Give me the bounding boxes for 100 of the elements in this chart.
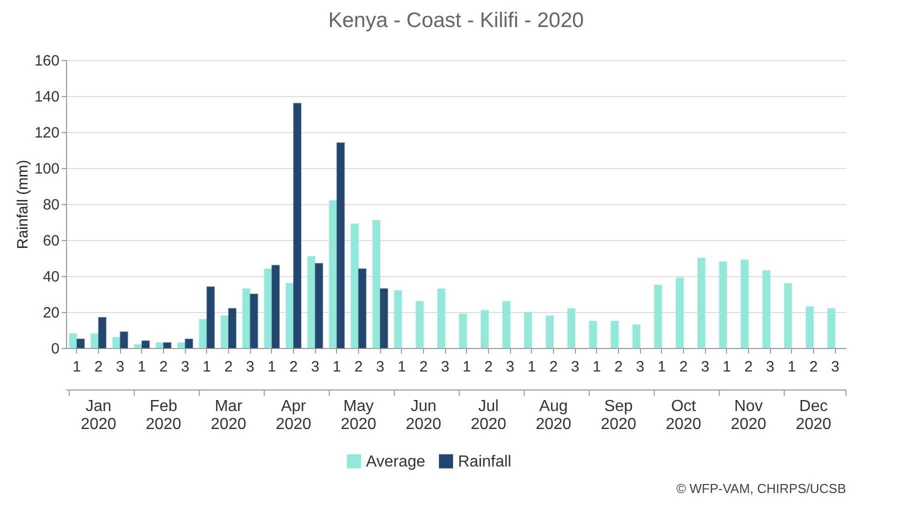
bar	[502, 300, 511, 348]
bar	[177, 342, 186, 348]
x-tick-label: 1	[72, 358, 82, 376]
bar	[336, 142, 345, 348]
x-tick-label: 3	[766, 358, 774, 376]
bar	[762, 270, 771, 348]
bar	[112, 336, 121, 348]
x-tick-label: 2	[679, 358, 688, 376]
text: Aug 2020	[536, 398, 572, 433]
bar	[480, 310, 489, 348]
x-tick-label: 2	[419, 358, 428, 376]
x-tick-label: 1	[788, 358, 796, 376]
text: Nov 2020	[730, 398, 766, 433]
x-tick-label: 2	[744, 358, 753, 376]
y-tick-label: 100	[34, 160, 60, 178]
x-tick-label: 1	[268, 358, 276, 376]
bar	[372, 220, 381, 348]
bar	[718, 261, 728, 348]
text: Apr 2020	[276, 398, 312, 433]
x-tick-label: 2	[549, 358, 558, 376]
x-tick-label: 3	[116, 358, 124, 376]
bar	[350, 223, 359, 348]
bar	[120, 331, 128, 348]
x-tick-label: 1	[462, 358, 472, 376]
y-tick-label: 0	[51, 340, 60, 358]
bar	[458, 313, 468, 348]
x-tick-label: 1	[202, 358, 212, 376]
x-tick-label: 3	[506, 358, 514, 376]
y-tick-label: 60	[42, 232, 60, 250]
y-tick-label: 80	[42, 196, 60, 214]
bar	[271, 264, 280, 348]
bar	[293, 102, 302, 348]
x-tick-label: 2	[289, 358, 298, 376]
x-tick-label: 3	[700, 358, 710, 376]
y-tick-label: 120	[34, 124, 60, 142]
x-tick-label: 2	[484, 358, 493, 376]
x-tick-label: 1	[138, 358, 146, 376]
bar	[827, 308, 836, 348]
bar	[228, 308, 237, 348]
x-tick-label: 3	[440, 358, 450, 376]
legend-label: Rainfall	[458, 453, 512, 470]
bar	[588, 320, 598, 348]
bar	[184, 338, 194, 348]
bar	[632, 324, 641, 348]
text: May 2020	[340, 398, 376, 433]
x-tick-label: 3	[310, 358, 320, 376]
bar	[250, 294, 258, 348]
y-tick-label: 20	[42, 304, 60, 322]
x-tick-label: 2	[94, 358, 103, 376]
text: Feb 2020	[146, 398, 182, 433]
bar	[394, 290, 402, 348]
x-tick-label: 2	[809, 358, 818, 376]
y-axis-title: Rainfall (mm)	[14, 160, 32, 250]
bar	[697, 258, 706, 348]
text: Mar 2020	[210, 398, 246, 433]
bar	[567, 308, 576, 348]
bar	[740, 259, 749, 348]
bar	[437, 288, 446, 348]
bar	[358, 268, 367, 348]
text: Jul 2020	[470, 398, 506, 433]
bar	[314, 262, 324, 348]
bar	[415, 300, 424, 348]
bar	[68, 333, 78, 348]
x-tick-label: 3	[570, 358, 580, 376]
text: Oct 2020	[666, 398, 702, 433]
text: Dec 2020	[796, 398, 832, 433]
x-tick-label: 1	[528, 358, 536, 376]
x-tick-label: 3	[180, 358, 190, 376]
bar	[163, 342, 172, 348]
x-tick-label: 2	[224, 358, 233, 376]
text: Sep 2020	[600, 398, 636, 433]
x-tick-label: 1	[332, 358, 342, 376]
chart-title: Kenya - Coast - Kilifi - 2020	[328, 9, 584, 32]
x-tick-label: 2	[354, 358, 363, 376]
x-tick-label: 1	[722, 358, 732, 376]
bar	[675, 277, 684, 348]
bar	[524, 312, 532, 348]
y-tick-label: 140	[34, 88, 60, 106]
y-tick-label: 40	[42, 268, 60, 286]
x-tick-label: 3	[636, 358, 644, 376]
x-tick-label: 2	[614, 358, 623, 376]
bar	[206, 286, 215, 348]
x-tick-label: 3	[830, 358, 840, 376]
x-tick-label: 1	[398, 358, 406, 376]
text: © WFP-VAM, CHIRPS/UCSB	[676, 481, 846, 496]
x-tick-label: 1	[658, 358, 666, 376]
bar	[654, 284, 662, 348]
x-tick-label: 2	[159, 358, 168, 376]
text: Jun 2020	[406, 398, 442, 433]
bar	[784, 282, 792, 348]
bar	[805, 306, 814, 348]
x-tick-label: 3	[376, 358, 384, 376]
bar	[76, 338, 85, 348]
y-tick-label: 160	[34, 52, 60, 70]
bar	[98, 316, 107, 348]
bar	[141, 340, 150, 348]
bar	[610, 320, 619, 348]
bar	[155, 342, 164, 348]
text: Jan 2020	[80, 398, 116, 433]
x-tick-label: 1	[592, 358, 602, 376]
